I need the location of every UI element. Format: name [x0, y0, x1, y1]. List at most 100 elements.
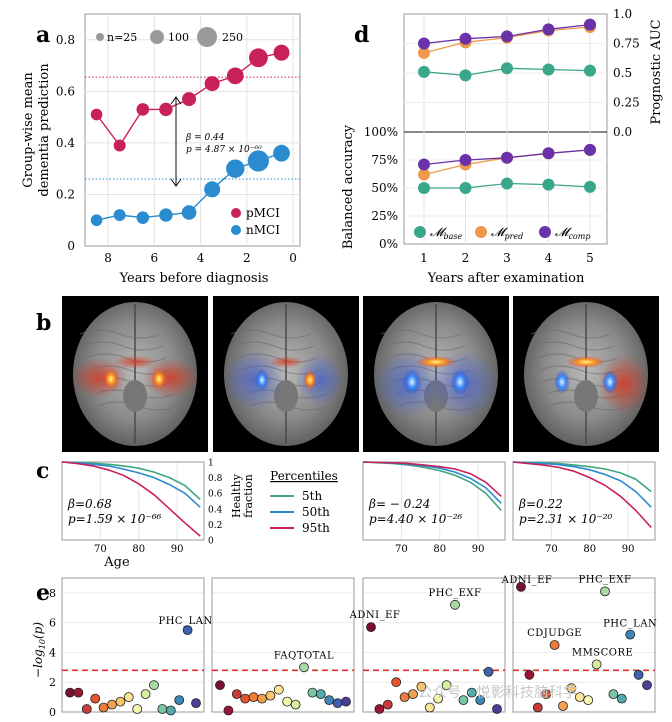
curve-5th — [61, 461, 201, 500]
x-tick-label: 90 — [622, 544, 635, 555]
variable-point — [231, 689, 242, 699]
panel-d-grid — [404, 14, 607, 244]
manhattan-plot-3: ADNI_EF PHC_EXF — [349, 577, 506, 714]
variable-label: PHC_EXF — [429, 588, 482, 599]
variable-point — [616, 693, 627, 704]
point-pred-accuracy — [418, 168, 430, 181]
survival-plot-2: 70 80 90 β= − 0.24p=4.40 × 10⁻²⁶ — [362, 461, 506, 555]
point-pmci — [136, 103, 150, 116]
y-tick-label: 0.2 — [208, 521, 222, 531]
variable-point — [549, 640, 560, 650]
point-base-auc — [459, 69, 472, 82]
y-tick-label: 0.8 — [208, 474, 223, 484]
panel-a-grid — [85, 14, 300, 246]
point-nmci — [273, 144, 290, 162]
x-tick-label: 80 — [132, 544, 145, 555]
brainstem — [574, 380, 598, 412]
panel-e: e −log10(p) PHC_LAN 0 2 4 6 8 FAQTOTAL ADNI_EF P… — [31, 574, 657, 719]
variable-label: MMSCORE — [572, 647, 634, 658]
variable-point — [65, 687, 75, 698]
deactivation-blob — [554, 370, 570, 394]
variable-point — [450, 599, 460, 610]
deactivation-blob — [255, 369, 269, 391]
stat-beta: β= − 0.24 — [368, 497, 430, 511]
variable-point — [315, 689, 326, 699]
variable-point — [123, 692, 134, 702]
point-base-accuracy — [418, 182, 430, 194]
variable-label: PHC_LAN — [603, 619, 657, 630]
plot-frame — [362, 461, 506, 541]
left-tick-label: 50% — [371, 181, 398, 195]
y-tick-label: 2 — [49, 676, 56, 689]
x-tick-label: 70 — [395, 544, 408, 555]
variable-point — [441, 680, 452, 691]
panel-d-legend: 𝓜base 𝓜pred 𝓜comp — [414, 225, 590, 241]
gyrus-line — [533, 341, 615, 351]
point-comp-auc — [459, 32, 472, 45]
variable-point — [492, 704, 502, 714]
right-tick-label: 1.0 — [613, 7, 632, 21]
variable-point — [475, 695, 486, 705]
variable-point — [98, 702, 109, 713]
panel-d-series — [418, 18, 596, 194]
stat-p: p=2.31 × 10⁻²⁰ — [519, 512, 613, 526]
variable-point — [466, 687, 477, 698]
x-tick-label: 80 — [583, 544, 596, 555]
variable-label: PHC_EXF — [579, 574, 632, 585]
right-tick-label: 0.0 — [613, 125, 632, 139]
panel-c-ylabel-1: Healthy — [230, 473, 243, 518]
gyrus-line — [230, 329, 312, 339]
brain-image-3 — [363, 296, 509, 452]
legend-pmci-marker — [231, 208, 241, 218]
variable-point — [391, 677, 402, 688]
legend-base: 𝓜base — [430, 225, 462, 241]
y-tick-label: 4 — [49, 646, 56, 659]
point-nmci — [181, 205, 197, 220]
legend-nmci-marker — [231, 225, 241, 235]
size-legend-dot-small — [96, 33, 104, 41]
variable-point — [366, 622, 376, 632]
variable-point — [382, 699, 393, 710]
x-tick-label: 80 — [433, 544, 446, 555]
curve-95th — [362, 461, 502, 497]
variable-point — [90, 693, 101, 704]
variable-point — [273, 684, 284, 695]
size-legend-dot-large — [197, 27, 217, 47]
x-tick-label: 70 — [94, 544, 107, 555]
panel-d: d 1 2 3 4 50%25%50%75%100% 0.00.250.50.751.0 … — [341, 7, 664, 286]
x-tick-label: 3 — [503, 251, 511, 265]
right-tick-label: 0.5 — [613, 66, 632, 80]
x-tick-label: 2 — [243, 251, 251, 265]
point-pmci — [273, 44, 290, 61]
panel-a-reference-lines — [85, 76, 300, 180]
stat-beta: β=0.22 — [518, 497, 563, 511]
stat-p: p=1.59 × 10⁻⁶⁶ — [68, 512, 162, 526]
plot-frame — [211, 577, 355, 713]
variable-point — [516, 582, 526, 592]
right-tick-label: 0.25 — [613, 96, 640, 110]
plot-frame — [512, 577, 656, 713]
survival-plot-1: 70 80 90 β=0.68p=1.59 × 10⁻⁶⁶ 0 0.2 0.4 0.6 0.8 1 — [61, 459, 223, 555]
left-tick-label: 100% — [364, 125, 398, 139]
stat-beta: β=0.68 — [67, 497, 112, 511]
point-nmci — [113, 209, 126, 222]
variable-point — [591, 659, 602, 670]
legend-pmci: pMCI — [246, 206, 280, 220]
panel-a-frame — [84, 13, 301, 247]
point-nmci — [204, 181, 221, 198]
panel-c-legend: Percentiles 5th 50th 95th — [270, 469, 338, 535]
variable-point — [433, 693, 444, 704]
panel-letter-e: e — [36, 580, 50, 606]
point-comp-accuracy — [542, 147, 555, 160]
legend-5th: 5th — [302, 489, 322, 503]
point-base-auc — [542, 63, 555, 76]
panel-a: a 0 0.2 0.4 0.6 0.8 8 6 4 2 0 n=25 100 250 β = 0… — [21, 13, 301, 286]
panel-d-frame — [403, 13, 608, 245]
variable-label: ADNI_EF — [501, 575, 553, 586]
gyrus-line — [233, 341, 315, 351]
panel-e-ylabel: −log10(p) — [31, 622, 47, 678]
panel-b: b — [36, 296, 659, 452]
gyrus-line — [383, 341, 465, 351]
point-comp-auc — [418, 37, 430, 50]
